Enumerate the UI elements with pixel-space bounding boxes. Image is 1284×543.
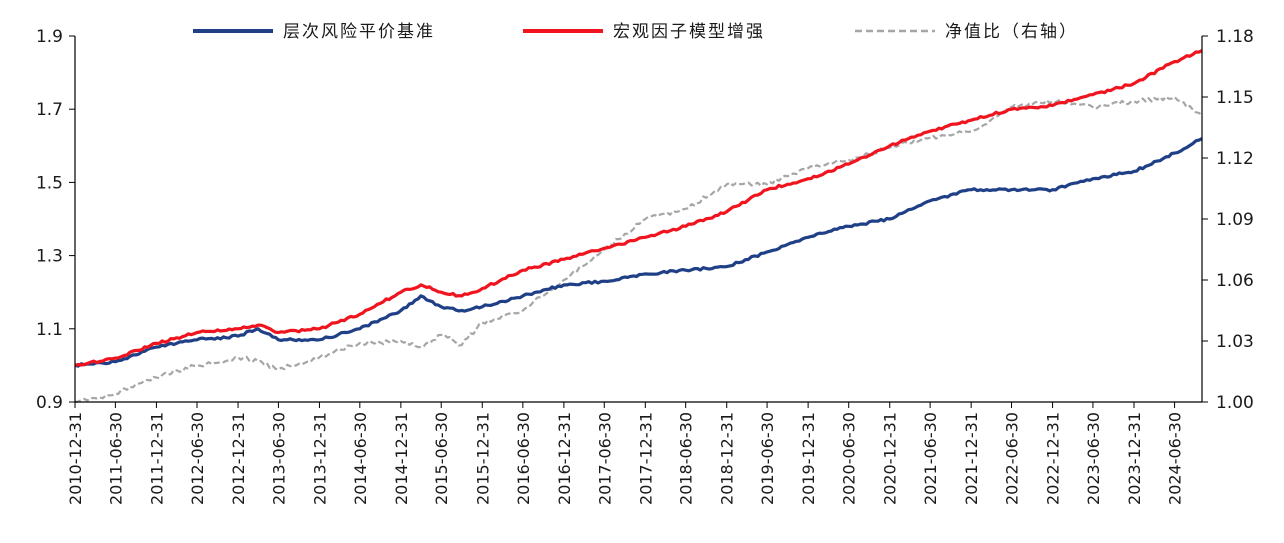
- plot-area: [74, 49, 1203, 404]
- x-tick-label: 2019-12-31: [799, 412, 818, 505]
- x-tick-label: 2020-06-30: [840, 412, 859, 505]
- x-tick-label: 2022-06-30: [1003, 412, 1022, 505]
- x-tick-label: 2016-06-30: [514, 412, 533, 505]
- x-tick-label: 2017-12-31: [636, 412, 655, 505]
- left-tick-label: 1.5: [36, 173, 63, 193]
- left-tick-label: 1.9: [36, 27, 63, 47]
- x-tick-label: 2022-12-31: [1044, 412, 1063, 505]
- x-tick-label: 2018-12-31: [718, 412, 737, 505]
- x-tick-label: 2014-12-31: [392, 412, 411, 505]
- x-tick-label: 2015-12-31: [473, 412, 492, 505]
- x-tick-label: 2018-06-30: [677, 412, 696, 505]
- right-tick-label: 1.09: [1216, 210, 1254, 230]
- x-tick-label: 2016-12-31: [555, 412, 574, 505]
- series-line-1: [74, 49, 1203, 367]
- x-tick-label: 2020-12-31: [881, 412, 900, 505]
- x-tick-label: 2019-06-30: [758, 412, 777, 505]
- x-tick-label: 2024-06-30: [1166, 412, 1185, 505]
- series-line-0: [74, 137, 1203, 368]
- left-tick-label: 1.1: [36, 320, 63, 340]
- x-tick-label: 2017-06-30: [595, 412, 614, 505]
- x-tick-label: 2012-06-30: [188, 412, 207, 505]
- x-tick-label: 2011-12-31: [147, 412, 166, 505]
- left-tick-label: 1.7: [36, 100, 63, 120]
- right-tick-label: 1.15: [1216, 88, 1254, 108]
- x-tick-label: 2021-12-31: [962, 412, 981, 505]
- right-tick-label: 1.18: [1216, 27, 1254, 47]
- x-tick-label: 2014-06-30: [351, 412, 370, 505]
- x-tick-label: 2015-06-30: [432, 412, 451, 505]
- right-tick-label: 1.12: [1216, 149, 1254, 169]
- left-tick-label: 1.3: [36, 247, 63, 267]
- right-y-ticks: 1.00 1.03 1.06 1.09 1.12 1.15 1.18: [1202, 27, 1254, 413]
- legend-label: 净值比（右轴）: [945, 22, 1078, 42]
- left-tick-label: 0.9: [36, 393, 63, 413]
- x-tick-label: 2013-06-30: [269, 412, 288, 505]
- x-tick-label: 2021-06-30: [921, 412, 940, 505]
- legend-label: 宏观因子模型增强: [613, 22, 765, 42]
- axes: 0.91.11.31.51.71.9 1.001.031.061.091.121…: [36, 27, 1254, 505]
- x-tick-label: 2011-06-30: [106, 412, 125, 505]
- chart-legend: 层次风险平价基准 宏观因子模型增强 净值比（右轴）: [193, 22, 1078, 42]
- series-layer: [74, 49, 1203, 404]
- x-tick-label: 2023-06-30: [1084, 412, 1103, 505]
- left-y-ticks: 0.9 1.1 1.3 1.5 1.7 1.9: [36, 27, 75, 413]
- x-tick-label: 2010-12-31: [66, 412, 85, 505]
- x-ticks: 2010-12-31 2011-06-30 2011-12-31 2012-06-30…: [66, 402, 1185, 505]
- right-tick-label: 1.06: [1216, 271, 1254, 291]
- right-tick-label: 1.03: [1216, 332, 1254, 352]
- series-line-2: [74, 95, 1203, 404]
- x-tick-label: 2023-12-31: [1125, 412, 1144, 505]
- right-tick-label: 1.00: [1216, 393, 1254, 413]
- x-tick-label: 2013-12-31: [310, 412, 329, 505]
- x-tick-label: 2012-12-31: [229, 412, 248, 505]
- legend-label: 层次风险平价基准: [283, 22, 435, 42]
